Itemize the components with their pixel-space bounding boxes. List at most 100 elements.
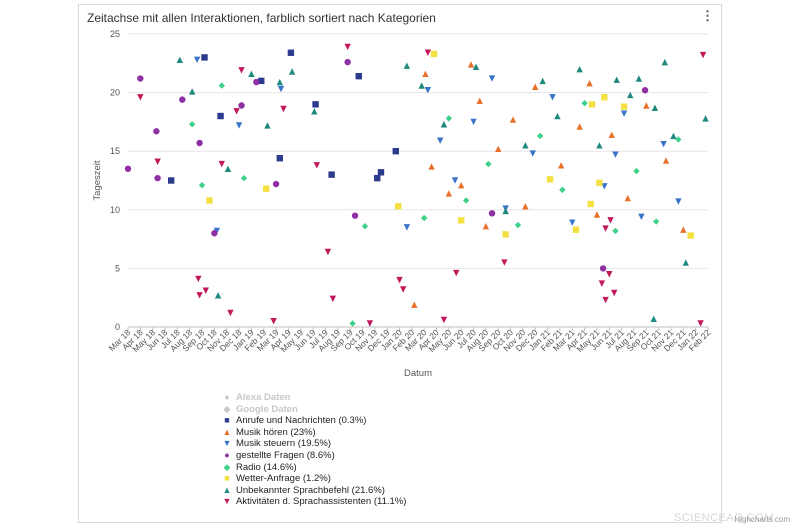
data-point-unbekannter-sprachbefehl	[651, 104, 659, 112]
data-point-wetter-anfrage	[601, 94, 608, 101]
data-point-musik-hören	[422, 70, 429, 78]
data-point-unbekannter-sprachbefehl	[311, 108, 318, 115]
data-point-anrufe-und-nachrichten	[276, 155, 283, 162]
legend-symbol-icon: ◆	[223, 461, 231, 472]
data-point-aktivitäten-d-sprachassistenten	[324, 248, 332, 256]
data-point-gestellte-fragen	[488, 210, 496, 217]
data-point-radio	[612, 227, 619, 235]
data-point-gestellte-fragen	[253, 78, 260, 86]
data-point-unbekannter-sprachbefehl	[539, 77, 546, 85]
data-point-musik-steuern	[437, 137, 444, 144]
data-point-aktivitäten-d-sprachassistenten	[233, 108, 240, 115]
data-point-radio	[462, 197, 470, 204]
data-point-gestellte-fragen	[599, 265, 607, 272]
legend-symbol-icon: ●	[224, 449, 230, 460]
chart-legend: ● Alexa Daten ◆ Google Daten ■ Anrufe und Nac…	[222, 392, 407, 508]
data-point-anrufe-und-nachrichten	[217, 112, 224, 120]
data-point-radio	[485, 160, 492, 168]
data-point-gestellte-fragen	[272, 180, 280, 188]
legend-item[interactable]: ● gestellte Fragen (8.6%)	[222, 450, 406, 462]
x-axis-title: Datum	[404, 368, 432, 379]
legend-label: Musik hören (23%)	[236, 426, 316, 438]
data-point-aktivitäten-d-sprachassistenten	[270, 317, 277, 325]
data-point-musik-hören	[482, 223, 490, 230]
legend-item[interactable]: ▼ Musik steuern (19.5%)	[222, 438, 406, 450]
legend-label: Anrufe und Nachrichten (0.3%)	[236, 415, 367, 427]
y-axis-title: Tageszeit	[92, 160, 103, 200]
data-point-unbekannter-sprachbefehl	[264, 122, 271, 129]
data-point-aktivitäten-d-sprachassistenten	[313, 162, 321, 169]
data-point-radio	[445, 115, 453, 122]
data-point-wetter-anfrage	[430, 50, 438, 58]
data-point-musik-steuern	[235, 122, 243, 129]
data-point-musik-hören	[608, 131, 615, 138]
data-point-unbekannter-sprachbefehl	[670, 132, 677, 140]
data-point-musik-hören	[457, 181, 465, 189]
data-point-musik-steuern	[488, 75, 496, 82]
legend-item[interactable]: ■ Wetter-Anfrage (1.2%)	[222, 473, 406, 485]
data-point-aktivitäten-d-sprachassistenten	[440, 316, 448, 324]
data-point-aktivitäten-d-sprachassistenten	[202, 287, 209, 294]
data-point-wetter-anfrage	[457, 217, 465, 224]
data-point-gestellte-fragen	[238, 102, 245, 109]
data-point-aktivitäten-d-sprachassistenten	[602, 225, 609, 232]
data-point-unbekannter-sprachbefehl	[650, 315, 657, 322]
data-point-gestellte-fragen	[124, 165, 132, 172]
credits-link[interactable]: Highcharts.com	[734, 515, 790, 524]
legend-label: Alexa Daten	[236, 392, 291, 403]
data-point-wetter-anfrage	[572, 226, 580, 233]
data-point-musik-hören	[662, 157, 670, 164]
legend-item[interactable]: ▼ Aktivitäten d. Sprachassistenten (11.1%…	[222, 496, 407, 508]
data-point-anrufe-und-nachrichten	[392, 148, 399, 155]
data-point-radio	[349, 320, 356, 327]
legend-item[interactable]: ▲ Unbekannter Sprachbefehl (21.6%)	[222, 485, 406, 497]
data-point-musik-hören	[624, 194, 631, 202]
data-point-musik-steuern	[638, 213, 645, 221]
data-point-anrufe-und-nachrichten	[287, 49, 295, 56]
data-point-unbekannter-sprachbefehl	[596, 142, 603, 149]
legend-label: Aktivitäten d. Sprachassistenten (11.1%)	[236, 496, 407, 508]
legend-label: Google Daten	[236, 403, 298, 415]
legend-item[interactable]: ◆ Google Daten	[222, 404, 406, 416]
data-point-musik-steuern	[675, 198, 682, 205]
data-point-gestellte-fragen	[137, 75, 144, 82]
data-point-gestellte-fragen	[153, 128, 160, 135]
data-point-radio	[514, 221, 522, 229]
context-menu-icon[interactable]: ⋮	[701, 8, 714, 23]
data-point-unbekannter-sprachbefehl	[276, 78, 283, 86]
legend-item[interactable]: ● Alexa Daten	[222, 392, 406, 404]
y-tick-label: 15	[110, 146, 120, 156]
data-point-aktivitäten-d-sprachassistenten	[697, 320, 704, 327]
data-point-aktivitäten-d-sprachassistenten	[453, 269, 460, 277]
data-point-unbekannter-sprachbefehl	[576, 65, 583, 73]
data-point-gestellte-fragen	[196, 139, 203, 147]
data-point-radio	[240, 174, 248, 182]
data-point-musik-hören	[522, 203, 529, 210]
data-point-unbekannter-sprachbefehl	[188, 88, 196, 95]
data-point-musik-steuern	[213, 227, 221, 235]
legend-label: Unbekannter Sprachbefehl (21.6%)	[236, 484, 385, 496]
legend-item[interactable]: ▲ Musik hören (23%)	[222, 427, 406, 439]
data-point-wetter-anfrage	[596, 179, 603, 187]
data-point-gestellte-fragen	[344, 58, 351, 66]
data-point-musik-steuern	[660, 140, 667, 148]
data-point-musik-steuern	[529, 150, 536, 157]
data-point-radio	[188, 121, 196, 128]
data-point-unbekannter-sprachbefehl	[661, 58, 669, 66]
y-tick-label: 0	[115, 322, 120, 332]
data-point-musik-hören	[532, 83, 539, 90]
data-point-unbekannter-sprachbefehl	[613, 76, 620, 83]
data-point-aktivitäten-d-sprachassistenten	[195, 275, 202, 283]
data-point-wetter-anfrage	[546, 176, 554, 183]
data-point-musik-steuern	[612, 151, 619, 158]
legend-label: Radio (14.6%)	[236, 461, 297, 473]
data-point-unbekannter-sprachbefehl	[472, 63, 480, 71]
y-tick-label: 5	[115, 263, 120, 273]
legend-item[interactable]: ■ Anrufe und Nachrichten (0.3%)	[222, 415, 406, 427]
data-point-aktivitäten-d-sprachassistenten	[154, 158, 161, 165]
data-point-aktivitäten-d-sprachassistenten	[399, 286, 407, 293]
data-point-gestellte-fragen	[154, 174, 161, 182]
legend-item[interactable]: ◆ Radio (14.6%)	[222, 462, 406, 474]
data-point-musik-steuern	[451, 177, 459, 184]
data-point-musik-hören	[680, 226, 687, 233]
